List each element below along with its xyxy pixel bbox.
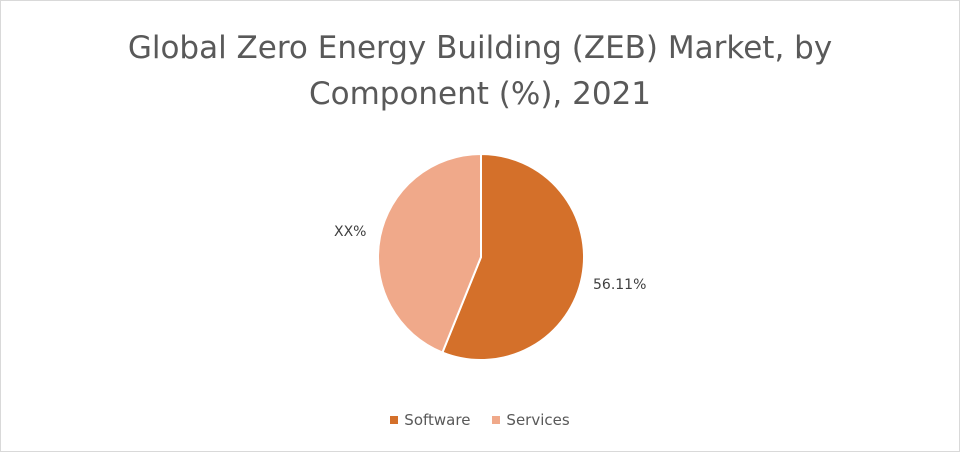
pie-slice-software — [441, 152, 585, 361]
legend-swatch-software — [390, 416, 399, 424]
pie-slice-services — [377, 152, 482, 354]
data-label-software: 56.11% — [593, 277, 646, 293]
chart-legend: Software Services — [1, 411, 959, 429]
legend-label-software: Software — [404, 411, 471, 429]
chart-title: Global Zero Energy Building (ZEB) Market… — [1, 25, 959, 117]
chart-title-line-2: Component (%), 2021 — [308, 76, 652, 112]
legend-label-services: Services — [506, 411, 570, 429]
data-label-services: XX% — [334, 224, 366, 240]
legend-item-software: Software — [390, 411, 470, 429]
legend-item-services: Services — [492, 411, 570, 429]
legend-swatch-services — [492, 416, 501, 424]
chart-title-line-1: Global Zero Energy Building (ZEB) Market… — [127, 30, 833, 66]
